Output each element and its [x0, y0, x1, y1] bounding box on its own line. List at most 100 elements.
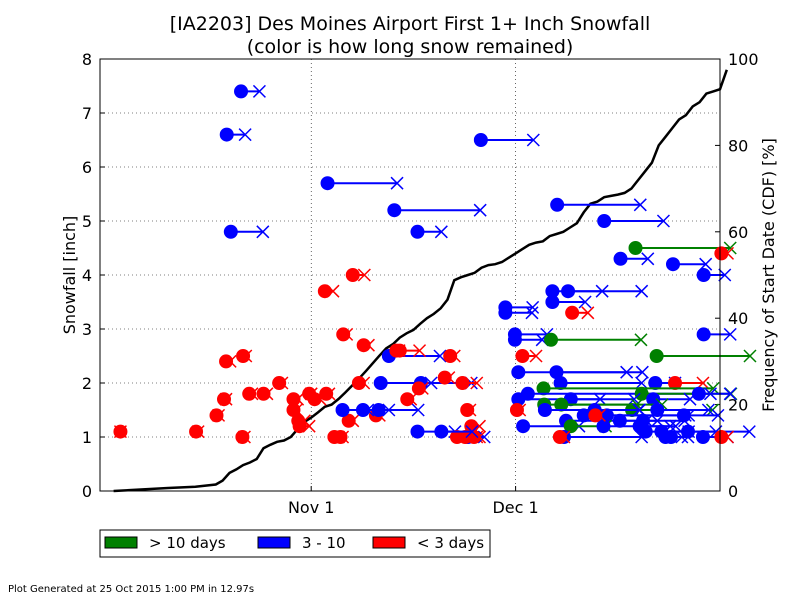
snow-event	[509, 403, 527, 417]
y-tick-label: 4	[82, 266, 92, 285]
snow-event	[714, 430, 735, 444]
snow-end-marker	[581, 306, 595, 320]
snow-start-point	[336, 327, 351, 342]
snow-start-point	[345, 268, 360, 282]
y-right-tick-label: 80	[728, 136, 748, 155]
snow-event	[434, 424, 479, 439]
snow-start-point	[563, 419, 578, 434]
snow-end-marker	[473, 203, 487, 217]
snow-start-point	[507, 332, 522, 347]
snow-start-point	[234, 84, 249, 99]
snow-start-point	[219, 354, 234, 369]
snow-event	[597, 214, 670, 228]
snow-end-marker	[681, 430, 695, 444]
snow-event	[236, 349, 253, 363]
snow-event	[371, 403, 425, 417]
snow-event	[292, 419, 316, 434]
snow-start-point	[443, 349, 458, 363]
snow-event	[549, 365, 649, 380]
snow-start-point	[400, 392, 415, 407]
snow-start-point	[371, 403, 386, 417]
snow-end-marker	[525, 306, 539, 320]
snow-start-point	[628, 241, 643, 255]
snow-start-point	[217, 392, 231, 407]
snow-start-point	[550, 197, 565, 212]
y-tick-label: 5	[82, 212, 92, 231]
snow-event	[714, 246, 735, 261]
snow-event	[553, 376, 649, 390]
legend-label: < 3 days	[417, 534, 484, 552]
snow-end-marker	[578, 295, 592, 309]
snow-start-point	[553, 376, 568, 390]
snow-event	[565, 305, 595, 320]
chart-title-line1: [IA2203] Des Moines Airport First 1+ Inc…	[170, 13, 651, 35]
snow-start-point	[223, 224, 238, 239]
snow-start-point	[434, 424, 449, 439]
snow-end-marker	[390, 176, 404, 190]
snow-event	[411, 381, 429, 396]
snow-start-point	[648, 376, 663, 390]
y-right-tick-label: 20	[728, 396, 748, 415]
snow-end-marker	[433, 349, 447, 363]
snow-start-point	[242, 386, 257, 401]
snow-start-point	[307, 392, 322, 407]
snow-end-marker	[701, 403, 715, 417]
snow-start-point	[113, 424, 128, 439]
snow-end-marker	[526, 300, 540, 314]
snow-event	[209, 408, 226, 423]
snow-event	[536, 381, 720, 396]
snow-event	[460, 403, 477, 417]
snow-event	[663, 430, 695, 444]
legend-item: 3 - 10	[257, 534, 346, 552]
y-tick-label: 3	[82, 320, 92, 339]
snow-end-marker	[711, 408, 725, 422]
snow-event	[217, 392, 233, 407]
snow-event	[561, 284, 649, 299]
snow-event	[545, 295, 592, 309]
chart-title-line2: (color is how long snow remained)	[247, 36, 574, 58]
snow-event	[223, 224, 270, 239]
snow-end-marker	[252, 84, 266, 98]
snow-start-point	[189, 424, 204, 439]
snow-start-point	[437, 370, 452, 385]
y-right-tick-label: 0	[728, 482, 738, 501]
snow-end-marker	[635, 430, 649, 444]
snow-event	[696, 327, 737, 342]
snow-end-marker	[465, 425, 479, 439]
snow-event	[272, 376, 289, 390]
snow-event	[351, 376, 371, 390]
snow-start-point	[650, 403, 665, 417]
snow-start-point	[588, 408, 603, 423]
snow-start-point	[333, 430, 348, 444]
snow-event	[333, 430, 350, 444]
snow-start-point	[509, 403, 524, 417]
snow-event	[113, 424, 128, 439]
snow-end-marker	[434, 225, 448, 239]
snow-start-point	[552, 430, 567, 444]
snow-start-point	[612, 413, 627, 428]
snow-start-point	[634, 386, 649, 401]
snow-end-marker	[656, 214, 670, 228]
snow-event	[219, 127, 252, 142]
legend-swatch	[257, 536, 291, 549]
snow-start-point	[351, 376, 366, 390]
snow-end-marker	[743, 349, 757, 363]
legend-label: > 10 days	[149, 534, 226, 552]
snow-start-point	[638, 424, 653, 439]
y-tick-label: 7	[82, 104, 92, 123]
snow-start-point	[410, 424, 425, 439]
snow-start-point	[235, 430, 250, 444]
snow-start-point	[473, 133, 488, 147]
snow-start-point	[597, 214, 612, 228]
legend: > 10 days 3 - 10 < 3 days	[99, 529, 491, 558]
snow-start-point	[668, 376, 683, 390]
snow-event	[550, 197, 647, 212]
snow-end-marker	[635, 365, 649, 379]
snow-end-marker	[529, 349, 543, 363]
snow-start-point	[511, 365, 526, 380]
snow-start-point	[320, 176, 335, 191]
snow-start-point	[545, 295, 560, 309]
snow-event	[668, 376, 710, 390]
snow-event	[628, 241, 737, 255]
